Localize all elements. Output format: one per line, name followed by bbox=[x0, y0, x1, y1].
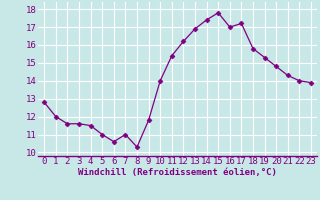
X-axis label: Windchill (Refroidissement éolien,°C): Windchill (Refroidissement éolien,°C) bbox=[78, 168, 277, 177]
